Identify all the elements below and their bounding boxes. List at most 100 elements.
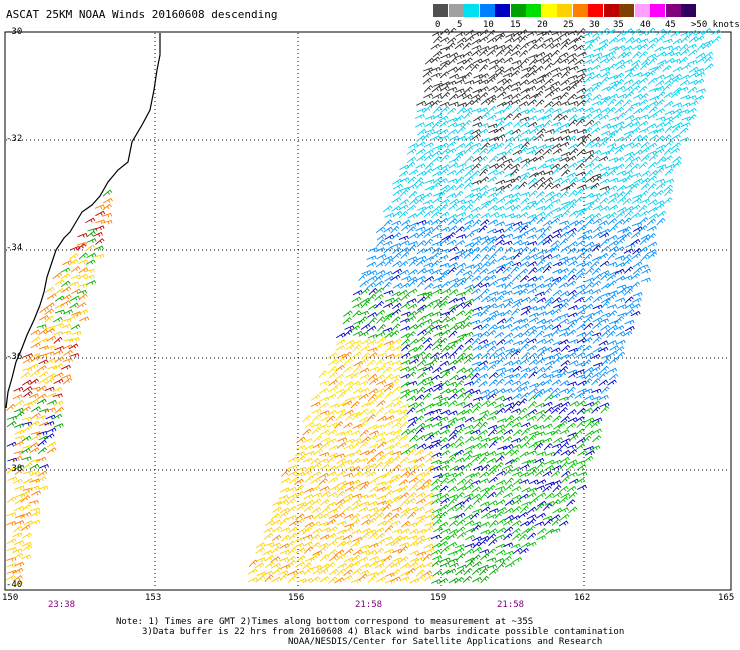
wind-barb [313, 448, 323, 456]
wind-barb [401, 219, 411, 226]
wind-barb [656, 164, 667, 169]
wind-barb [366, 448, 377, 456]
wind-barb [255, 542, 266, 549]
wind-barb [358, 331, 369, 337]
wind-barb [488, 372, 499, 379]
wind-barb [447, 213, 458, 220]
wind-barb [400, 470, 411, 478]
wind-barb [606, 50, 617, 57]
wind-barb [495, 179, 506, 185]
wind-barb [361, 513, 372, 519]
wind-barb [606, 169, 616, 177]
wind-barb [479, 564, 490, 570]
wind-barb [416, 279, 426, 288]
wind-barb [527, 329, 538, 337]
wind-barb [574, 188, 584, 197]
wind-barb [494, 461, 504, 470]
wind-barb [535, 358, 546, 365]
wind-barb [302, 534, 313, 540]
wind-barb [30, 342, 41, 349]
wind-barb [391, 291, 402, 297]
wind-barb [528, 358, 538, 366]
wind-barb [503, 193, 514, 199]
wind-barb [328, 379, 339, 386]
wind-barb [527, 506, 537, 514]
wind-barb [640, 177, 651, 185]
wind-barb [21, 435, 32, 442]
wind-barb [384, 353, 395, 359]
wind-barb [527, 305, 538, 311]
wind-barb [695, 52, 706, 59]
wind-barb [633, 178, 644, 184]
wind-barb [454, 428, 464, 436]
wind-barb [511, 485, 522, 492]
wind-barb [375, 407, 385, 415]
wind-barb [504, 420, 514, 428]
wind-barb [424, 256, 434, 262]
wind-barb [463, 424, 474, 430]
wind-barb [38, 377, 48, 384]
wind-barb [63, 349, 73, 357]
wind-barb [534, 266, 545, 273]
wind-barb [406, 161, 416, 170]
wind-barb [438, 416, 449, 422]
wind-barb [495, 188, 505, 197]
wind-barb [449, 198, 459, 205]
wind-barb [630, 212, 641, 220]
wind-barb [592, 113, 603, 120]
wind-barb [375, 392, 385, 401]
wind-barb [567, 459, 578, 465]
wind-barb [598, 252, 609, 260]
wind-barb [630, 121, 641, 128]
wind-barb [521, 528, 531, 535]
wind-barb [584, 394, 595, 401]
wind-barb [616, 112, 626, 120]
wind-barb [439, 562, 450, 568]
wind-barb [623, 122, 634, 129]
wind-barb [647, 241, 658, 248]
wind-barb [383, 360, 394, 366]
wind-barb [376, 233, 387, 241]
wind-barb [447, 122, 458, 128]
wind-barb [496, 418, 507, 423]
wind-barb [431, 452, 442, 458]
wind-barb [463, 478, 474, 486]
wind-barb [488, 280, 498, 287]
wind-barb [398, 235, 409, 241]
wind-barb [583, 303, 594, 311]
wind-barb [390, 512, 400, 520]
wind-barb [534, 521, 545, 527]
wind-barb [352, 351, 362, 358]
wind-barb [326, 415, 336, 423]
wind-barb [544, 464, 555, 471]
wind-barb [60, 300, 71, 306]
wind-barb [655, 182, 666, 190]
wind-barb [446, 231, 456, 240]
wind-barb [400, 449, 411, 456]
wind-barb [439, 504, 449, 512]
wind-barb [368, 443, 379, 449]
wind-barb [350, 325, 361, 332]
wind-barb [662, 64, 672, 72]
wind-barb [567, 162, 578, 169]
wind-barb [28, 442, 39, 449]
wind-barb [470, 187, 481, 192]
wind-barb [502, 555, 512, 563]
wind-barb [622, 197, 632, 206]
wind-barb [502, 519, 513, 526]
wind-barb [473, 195, 483, 204]
wind-barb [29, 463, 40, 470]
wind-barb [286, 515, 297, 520]
wind-barb [584, 241, 595, 248]
wind-barb [334, 549, 345, 556]
wind-barb [566, 485, 577, 493]
wind-barb [448, 246, 459, 253]
wind-barb [550, 49, 560, 58]
wind-barb [361, 436, 371, 444]
wind-barb [495, 407, 506, 415]
wind-barb [536, 512, 546, 519]
wind-barb [558, 396, 569, 402]
wind-barb [409, 550, 420, 556]
wind-barb [69, 295, 80, 302]
wind-barb [488, 508, 499, 513]
